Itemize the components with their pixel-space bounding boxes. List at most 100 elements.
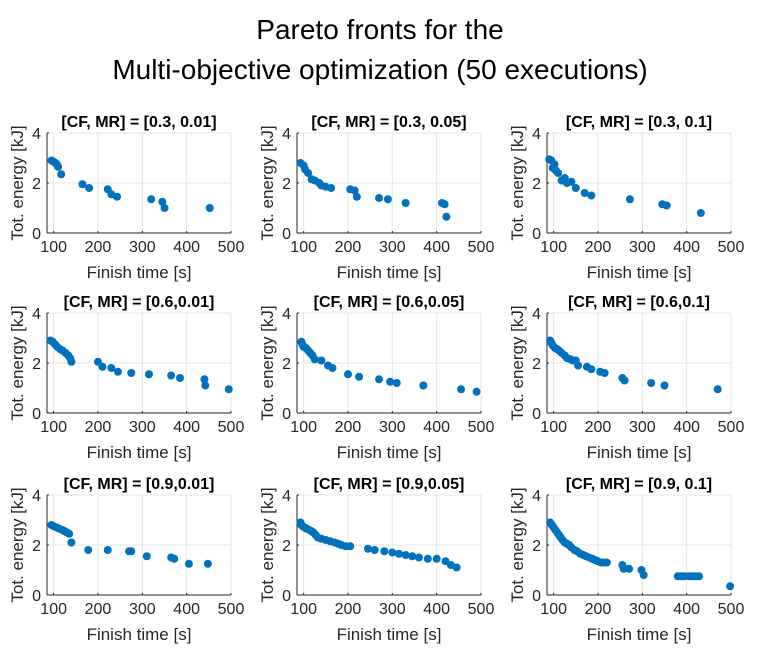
data-point [160,204,169,212]
x-tick-label: 100 [40,601,67,618]
data-point [394,549,403,558]
data-point [352,192,361,201]
x-tick-label: 200 [335,419,362,436]
data-point [414,553,423,562]
data-point [158,197,167,206]
data-point [713,385,722,394]
data-point [203,559,212,568]
x-tick-label: 400 [673,601,700,618]
subplot-title: [CF, MR] = [0.3, 0.1] [566,114,712,131]
x-tick-label: 400 [673,239,700,256]
data-point [176,374,185,382]
data-point [419,381,428,390]
x-tick-label: 500 [718,239,745,256]
data-point [310,355,319,364]
x-tick-label: 200 [585,239,612,256]
x-tick-label: 100 [40,419,67,436]
data-point [695,572,704,581]
x-tick-label: 500 [468,419,495,436]
data-point [383,195,392,204]
x-tick-label: 400 [173,601,200,618]
data-point [205,204,214,212]
figure-title-line-1: Pareto fronts for the [256,14,504,45]
y-tick-label: 2 [282,356,291,373]
data-point [317,356,326,365]
data-point [386,377,395,386]
y-tick-label: 4 [282,126,291,143]
data-point [167,371,176,380]
data-point [442,212,451,221]
y-tick-label: 4 [32,306,41,323]
y-tick-label: 4 [282,488,291,505]
x-tick-label: 400 [423,601,450,618]
data-point [401,551,410,559]
data-point [375,375,384,384]
data-point [574,361,583,370]
y-axis-label: Tot. energy [kJ] [258,125,277,240]
data-point [587,191,596,200]
x-tick-label: 200 [85,601,112,618]
x-tick-label: 100 [290,601,317,618]
x-tick-label: 500 [468,601,495,618]
x-tick-label: 100 [40,239,67,256]
x-tick-label: 500 [218,239,245,256]
data-point [304,169,313,177]
data-point [363,544,372,553]
x-tick-label: 300 [379,239,406,256]
x-tick-label: 400 [673,419,700,436]
x-tick-label: 300 [379,419,406,436]
data-point [401,199,410,207]
x-tick-label: 300 [129,601,156,618]
x-tick-label: 500 [718,601,745,618]
data-point [142,552,151,561]
data-point [103,546,112,554]
data-point [54,162,63,171]
subplot-title: [CF, MR] = [0.9,0.05] [314,476,465,493]
y-axis-label: Tot. energy [kJ] [8,305,27,420]
subplot-title: [CF, MR] = [0.9, 0.1] [566,476,712,493]
data-point [113,367,122,376]
data-point [440,200,449,209]
x-tick-label: 300 [629,239,656,256]
subplot-title: [CF, MR] = [0.6,0.1] [568,294,710,311]
data-point [423,554,432,563]
data-point [550,160,559,169]
x-tick-label: 100 [540,419,567,436]
x-axis-label: Finish time [s] [87,625,192,644]
y-tick-label: 2 [32,176,41,193]
x-tick-label: 500 [718,419,745,436]
data-point [620,376,629,385]
data-point [170,554,179,563]
y-tick-label: 0 [32,406,41,423]
y-tick-label: 2 [282,176,291,193]
y-tick-label: 0 [282,226,291,243]
data-point [457,385,466,394]
x-axis-label: Finish time [s] [87,443,192,462]
data-point [554,169,563,177]
subplot-2: 100 200 300 400 500 0 2 4 [CF, MR] = [0.3, 0.05]… [258,114,494,282]
x-tick-label: 400 [423,419,450,436]
subplot-title: [CF, MR] = [0.3, 0.01] [61,114,216,131]
y-axis-label: Tot. energy [kJ] [8,487,27,602]
y-tick-label: 2 [532,176,541,193]
data-point [660,381,669,390]
data-point [144,370,153,379]
y-tick-label: 0 [532,406,541,423]
y-axis-label: Tot. energy [kJ] [258,487,277,602]
data-point [647,379,656,387]
data-point [78,180,87,189]
data-point [65,529,74,538]
data-point [184,559,193,568]
x-tick-label: 300 [379,601,406,618]
data-point [343,370,352,379]
subplot-1: 100 200 300 400 500 0 2 4 [CF, MR] = [0.3, 0.01]… [8,114,244,282]
data-point [67,357,76,366]
subplot-4: 100 200 300 400 500 0 2 4 [CF, MR] = [0.6,0.01] F… [8,294,244,462]
data-point [84,546,93,554]
subplot-title: [CF, MR] = [0.6,0.05] [314,294,465,311]
x-axis-label: Finish time [s] [587,263,692,282]
x-tick-label: 200 [85,419,112,436]
subplot-title: [CF, MR] = [0.6,0.01] [64,294,215,311]
x-axis-label: Finish time [s] [337,443,442,462]
y-tick-label: 2 [532,356,541,373]
